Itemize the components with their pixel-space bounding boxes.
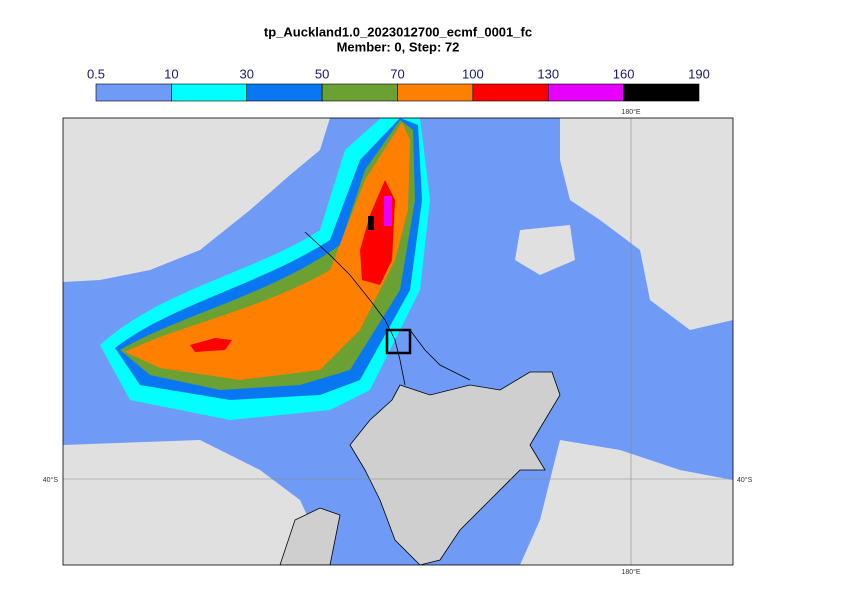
map-frame	[62, 117, 734, 566]
colorbar-tick-label: 30	[240, 66, 254, 81]
no-rain-areas	[63, 118, 733, 565]
colorbar-tick-label: 50	[315, 66, 329, 81]
colorbar-segment	[623, 83, 700, 102]
land	[279, 371, 561, 565]
subtitle: Member: 0, Step: 72	[337, 39, 460, 54]
lon-label: 180°E	[621, 568, 640, 576]
colorbar-tick-label: 70	[390, 66, 404, 81]
colorbar-tick-label: 100	[462, 66, 484, 81]
map	[63, 118, 733, 565]
title: tp_Auckland1.0_2023012700_ecmf_0001_fc	[264, 24, 532, 39]
colorbar-segment	[321, 83, 398, 102]
colorbar-tick-label: 160	[613, 66, 635, 81]
colorbar-segment	[547, 83, 624, 102]
colorbar-tick-label: 130	[537, 66, 559, 81]
lat-label: 40°S	[43, 476, 59, 484]
rain-band	[368, 216, 374, 230]
rain-band	[384, 196, 392, 226]
rain-band	[190, 338, 232, 352]
lon-label: 180°E	[621, 108, 640, 116]
colorbar-segment	[397, 83, 474, 102]
colorbar-tick-label: 0.5	[87, 66, 105, 81]
colorbar-segment	[95, 83, 172, 102]
coastline	[304, 231, 471, 386]
colorbar-segment	[246, 83, 323, 102]
colorbar: 0.5 10 30 50 70 100 130 160 190	[87, 66, 710, 102]
colorbar-segment	[472, 83, 549, 102]
colorbar-tick-label: 10	[164, 66, 178, 81]
rain-band	[125, 122, 410, 380]
colorbar-segment	[171, 83, 248, 102]
lat-label: 40°S	[737, 476, 753, 484]
target-box	[385, 328, 412, 355]
colorbar-tick-label: 190	[688, 66, 710, 81]
